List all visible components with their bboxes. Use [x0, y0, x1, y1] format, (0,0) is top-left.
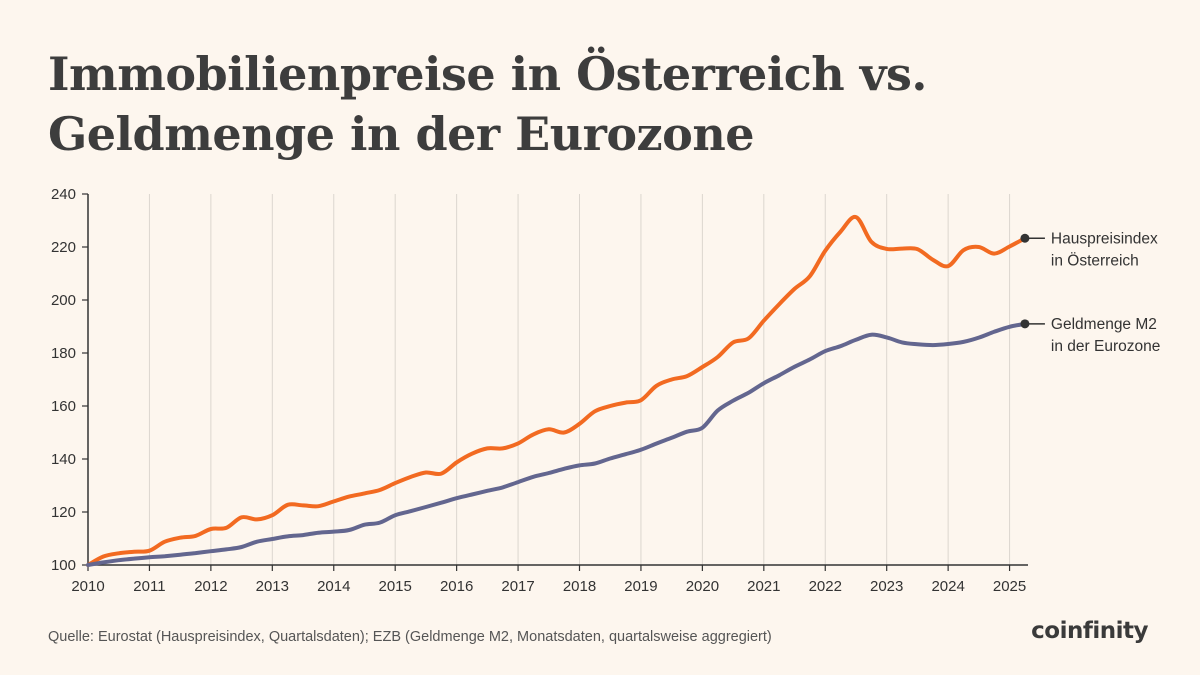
x-tick-label: 2019: [624, 578, 657, 595]
x-tick-label: 2022: [809, 578, 842, 595]
y-tick-label: 100: [51, 557, 76, 574]
x-tick-label: 2011: [133, 578, 165, 595]
x-tick-label: 2014: [317, 578, 350, 595]
series-label: Geldmenge M2: [1051, 316, 1157, 333]
x-tick-label: 2016: [440, 578, 473, 595]
y-tick-label: 240: [51, 186, 76, 203]
x-tick-label: 2023: [870, 578, 903, 595]
x-tick-label: 2013: [256, 578, 289, 595]
brand-logo: coinfinity: [1031, 618, 1148, 644]
x-tick-label: 2024: [931, 578, 964, 595]
y-tick-label: 200: [51, 292, 76, 309]
x-tick-label: 2025: [993, 578, 1026, 595]
series-end-marker: [1020, 233, 1030, 243]
x-tick-label: 2018: [563, 578, 596, 595]
source-note: Quelle: Eurostat (Hauspreisindex, Quarta…: [48, 629, 772, 645]
x-tick-label: 2012: [194, 578, 227, 595]
series-line-m2: [86, 321, 1027, 567]
title-line-1: Immobilienpreise in Österreich vs.: [48, 47, 927, 101]
x-tick-label: 2017: [501, 578, 534, 595]
y-tick-label: 160: [51, 398, 76, 415]
series-end-marker: [1020, 319, 1030, 329]
series-label: in Österreich: [1051, 251, 1139, 269]
chart-title: Immobilienpreise in Österreich vs. Geldm…: [48, 44, 1048, 164]
x-tick-label: 2021: [747, 578, 780, 595]
y-tick-label: 220: [51, 239, 76, 256]
series-line-house-price: [86, 215, 1027, 567]
x-tick-label: 2010: [71, 578, 104, 595]
y-tick-label: 140: [51, 451, 76, 468]
x-tick-label: 2015: [379, 578, 412, 595]
y-tick-label: 180: [51, 345, 76, 362]
series-label: Hauspreisindex: [1051, 230, 1158, 247]
title-line-2: Geldmenge in der Eurozone: [48, 107, 755, 161]
series-label: in der Eurozone: [1051, 338, 1160, 355]
y-tick-label: 120: [51, 504, 76, 521]
x-tick-label: 2020: [686, 578, 719, 595]
